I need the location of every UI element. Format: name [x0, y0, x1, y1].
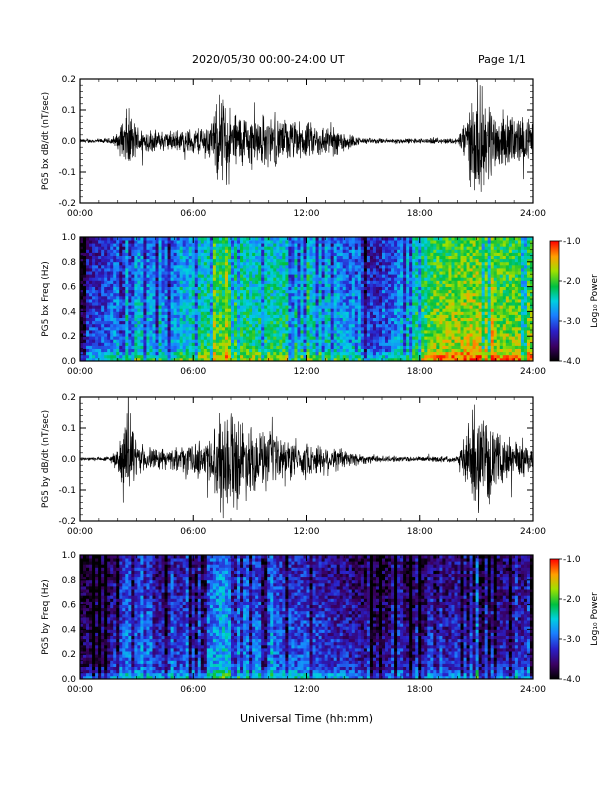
x-tick-label: 00:00 — [67, 527, 93, 537]
y-tick-label: 0.2 — [62, 75, 76, 85]
x-tick-label: 06:00 — [180, 367, 206, 377]
y-axis-label: PG5 by Freq (Hz) — [41, 579, 51, 655]
panel-4: 1.0 0.8 0.6 0.4 0.2 0.000:00 06:00 12:00 18:00 24… — [41, 551, 546, 725]
x-tick-label: 12:00 — [294, 209, 320, 219]
y-tick-label: 0.4 — [62, 625, 77, 635]
page-title: 2020/05/30 00:00-24:00 UT — [192, 53, 345, 66]
y-tick-label: 0.8 — [62, 258, 77, 268]
y-tick-label: -0.1 — [58, 168, 76, 178]
y-tick-label: 0.1 — [62, 106, 76, 116]
x-tick-label: 12:00 — [294, 527, 320, 537]
y-tick-label: 0.2 — [62, 332, 76, 342]
series-line — [80, 397, 533, 519]
panel-1: 0.2 0.1 0.0 -0.1 -0.200:00 06:00 12:00 18:00 24:… — [41, 75, 546, 219]
x-tick-label: 12:00 — [294, 367, 320, 377]
colorbar-gradient — [549, 558, 560, 680]
colorbar-tick-label: -4.0 — [563, 675, 581, 685]
colorbar-tick-label: -2.0 — [563, 277, 581, 287]
x-tick-label: 18:00 — [407, 367, 433, 377]
colorbar: -1.0 -2.0 -3.0 -4.0 Log₁₀ Power — [549, 237, 600, 367]
colorbar-gradient — [549, 240, 560, 362]
colorbar-tick-label: -3.0 — [563, 635, 581, 645]
y-tick-label: 0.6 — [62, 601, 77, 611]
y-axis-label: PG5 bx dB/dt (nT/sec) — [41, 92, 51, 190]
x-tick-label: 06:00 — [180, 685, 206, 695]
y-tick-label: 0.0 — [62, 455, 77, 465]
x-tick-label: 06:00 — [180, 209, 206, 219]
y-axis-label: PG5 by dB/dt (nT/sec) — [41, 410, 51, 508]
spectrogram-cells — [80, 555, 533, 679]
page-number: Page 1/1 — [478, 53, 526, 66]
colorbar-tick-label: -4.0 — [563, 357, 581, 367]
x-tick-label: 18:00 — [407, 209, 433, 219]
y-tick-label: 0.0 — [62, 357, 77, 367]
y-tick-label: -0.2 — [58, 517, 76, 527]
y-tick-label: 0.4 — [62, 307, 77, 317]
colorbar-tick-label: -3.0 — [563, 317, 581, 327]
colorbar: -1.0 -2.0 -3.0 -4.0 Log₁₀ Power — [549, 555, 600, 685]
x-tick-label: 24:00 — [520, 209, 546, 219]
y-tick-label: 0.2 — [62, 650, 76, 660]
colorbar-label: Log₁₀ Power — [590, 592, 600, 646]
x-tick-label: 18:00 — [407, 527, 433, 537]
y-tick-label: 0.0 — [62, 675, 77, 685]
y-tick-label: 0.0 — [62, 137, 77, 147]
colorbar-tick-label: -2.0 — [563, 595, 581, 605]
x-tick-label: 00:00 — [67, 367, 93, 377]
x-tick-label: 00:00 — [67, 209, 93, 219]
x-tick-label: 06:00 — [180, 527, 206, 537]
panel-3: 0.2 0.1 0.0 -0.1 -0.200:00 06:00 12:00 18:00 24:… — [41, 393, 546, 537]
colorbar-tick-label: -1.0 — [563, 555, 581, 565]
y-tick-label: 0.8 — [62, 576, 77, 586]
y-axis-label: PG5 bx Freq (Hz) — [41, 261, 51, 337]
colorbar-tick-label: -1.0 — [563, 237, 581, 247]
x-tick-label: 18:00 — [407, 685, 433, 695]
y-tick-label: 1.0 — [62, 233, 77, 243]
y-tick-label: -0.1 — [58, 486, 76, 496]
x-tick-label: 24:00 — [520, 527, 546, 537]
x-tick-label: 12:00 — [294, 685, 320, 695]
y-tick-label: 0.6 — [62, 283, 77, 293]
y-tick-label: 0.1 — [62, 424, 76, 434]
x-axis-label: Universal Time (hh:mm) — [240, 712, 373, 725]
x-tick-label: 00:00 — [67, 685, 93, 695]
y-tick-label: 1.0 — [62, 551, 77, 561]
spectrogram-cells — [80, 237, 533, 361]
series-line — [80, 79, 533, 192]
panel-2: 1.0 0.8 0.6 0.4 0.2 0.000:00 06:00 12:00 18:00 24… — [41, 233, 546, 377]
y-tick-label: -0.2 — [58, 199, 76, 209]
colorbar-label: Log₁₀ Power — [590, 274, 600, 328]
y-tick-label: 0.2 — [62, 393, 76, 403]
x-tick-label: 24:00 — [520, 367, 546, 377]
x-tick-label: 24:00 — [520, 685, 546, 695]
